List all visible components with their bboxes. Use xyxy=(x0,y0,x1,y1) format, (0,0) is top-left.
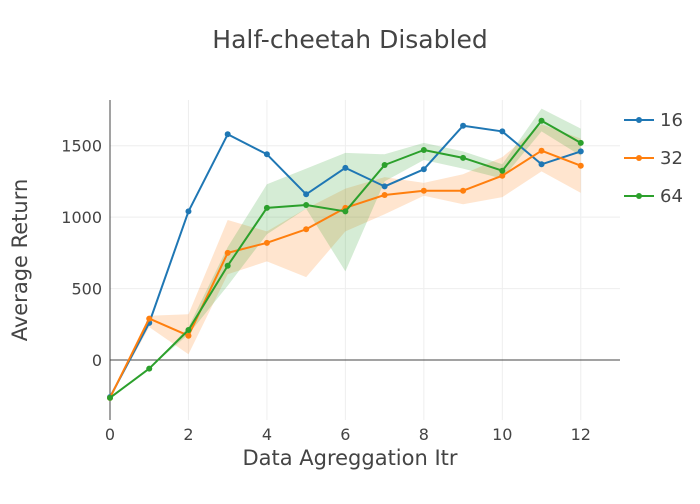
legend-item-32[interactable]: 32 xyxy=(624,148,683,169)
legend-item-16[interactable]: 16 xyxy=(624,110,683,131)
point-series-32 xyxy=(420,187,427,194)
point-series-32 xyxy=(303,226,310,233)
point-series-16 xyxy=(460,122,467,129)
point-series-32 xyxy=(538,147,545,154)
point-series-16 xyxy=(263,151,270,158)
point-series-64 xyxy=(538,117,545,124)
legend-label: 16 xyxy=(660,110,683,131)
point-series-16 xyxy=(420,166,427,173)
tick-labels: 0 2 4 6 8 10 12 0 500 1000 1500 xyxy=(61,137,591,444)
band-series-64 xyxy=(110,108,581,398)
x-tick-label: 2 xyxy=(183,425,193,444)
legend-swatch-marker xyxy=(636,117,642,123)
point-series-16 xyxy=(577,148,584,155)
legend-label: 64 xyxy=(660,186,683,207)
x-tick-label: 6 xyxy=(340,425,350,444)
point-series-32 xyxy=(263,239,270,246)
point-series-64 xyxy=(381,162,388,168)
point-series-16 xyxy=(185,208,192,215)
point-series-64 xyxy=(499,167,506,174)
x-tick-label: 10 xyxy=(492,425,512,444)
point-series-64 xyxy=(420,147,427,153)
point-series-16 xyxy=(303,191,310,198)
point-series-64 xyxy=(224,262,231,269)
point-series-64 xyxy=(303,202,310,208)
series-lines xyxy=(107,117,584,401)
point-series-16 xyxy=(224,131,231,138)
point-series-16 xyxy=(381,183,388,190)
y-tick-label: 1500 xyxy=(61,137,102,156)
point-series-32 xyxy=(224,249,231,256)
point-series-64 xyxy=(577,139,584,146)
point-series-64 xyxy=(263,204,270,211)
point-series-32 xyxy=(577,162,584,169)
point-series-64 xyxy=(460,154,467,161)
point-series-32 xyxy=(499,172,506,179)
point-series-64 xyxy=(342,208,349,215)
legend-label: 32 xyxy=(660,148,683,169)
legend-item-64[interactable]: 64 xyxy=(624,186,683,207)
point-series-32 xyxy=(146,315,153,322)
point-series-16 xyxy=(538,161,545,168)
x-tick-label: 4 xyxy=(262,425,272,444)
axes xyxy=(109,100,620,420)
chart-title: Half-cheetah Disabled xyxy=(212,25,487,54)
x-tick-label: 12 xyxy=(571,425,591,444)
y-axis-title: Average Return xyxy=(8,179,32,342)
legend[interactable]: 16 32 64 xyxy=(624,110,683,207)
point-series-32 xyxy=(381,192,388,198)
y-tick-label: 0 xyxy=(92,351,102,370)
point-series-32 xyxy=(185,332,192,339)
x-tick-label: 0 xyxy=(105,425,115,444)
point-series-64 xyxy=(146,365,153,372)
x-tick-label: 8 xyxy=(419,425,429,444)
point-series-64 xyxy=(107,394,113,401)
y-tick-label: 500 xyxy=(71,280,102,299)
point-series-32 xyxy=(460,187,467,194)
legend-swatch-marker xyxy=(636,193,642,199)
point-series-64 xyxy=(185,327,192,333)
y-tick-label: 1000 xyxy=(61,208,102,227)
x-axis-title: Data Agreggation Itr xyxy=(242,446,457,470)
point-series-16 xyxy=(342,164,349,171)
point-series-16 xyxy=(499,128,506,135)
legend-swatch-marker xyxy=(636,155,642,161)
